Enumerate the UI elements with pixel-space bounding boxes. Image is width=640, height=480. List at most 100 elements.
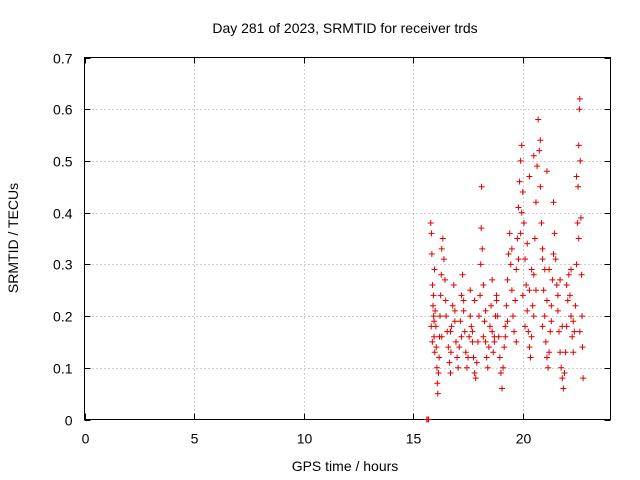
data-point <box>529 302 536 309</box>
data-point <box>514 235 521 242</box>
data-point <box>437 292 444 299</box>
data-point <box>461 328 468 335</box>
axis-ticks: 0 5 10 15 20 0 0.1 0.2 0.3 0.4 0.5 0.6 0.7 <box>53 51 611 447</box>
data-point <box>506 230 513 237</box>
data-point <box>433 344 440 351</box>
data-point <box>534 163 541 170</box>
data-point <box>572 302 579 309</box>
data-point <box>541 266 548 273</box>
data-point <box>573 173 580 180</box>
data-point <box>469 328 476 335</box>
data-point <box>527 354 534 361</box>
data-point <box>494 313 501 320</box>
data-point <box>469 338 476 345</box>
data-point <box>451 318 458 325</box>
data-point <box>577 157 584 164</box>
y-tick-label: 0.6 <box>53 102 73 118</box>
data-point <box>573 261 580 268</box>
data-point <box>508 287 515 294</box>
chart-title: Day 281 of 2023, SRMTID for receiver trd… <box>212 20 477 36</box>
data-point <box>430 313 437 320</box>
data-point <box>575 235 582 242</box>
data-point <box>504 318 511 325</box>
data-point <box>482 338 489 345</box>
plot-frame <box>84 57 611 420</box>
data-point <box>465 354 472 361</box>
data-point <box>468 323 475 330</box>
data-point <box>447 349 454 356</box>
data-point <box>549 276 556 283</box>
data-point <box>476 313 482 320</box>
data-point <box>489 328 496 335</box>
data-point <box>526 344 533 351</box>
data-point <box>528 266 535 273</box>
data-point <box>432 323 439 330</box>
data-point <box>522 256 529 263</box>
data-point <box>457 318 464 325</box>
data-point <box>517 230 524 237</box>
y-tick-label: 0.7 <box>53 51 73 67</box>
data-point <box>563 282 570 289</box>
data-point <box>471 369 478 376</box>
data-point <box>561 369 568 376</box>
data-point <box>518 209 525 216</box>
data-point <box>436 313 443 320</box>
data-point <box>568 313 575 320</box>
data-point <box>428 230 435 237</box>
data-point <box>499 385 506 392</box>
data-point <box>503 302 510 309</box>
data-point <box>557 276 564 283</box>
data-point <box>500 364 507 371</box>
data-point <box>438 271 445 278</box>
data-point <box>429 338 436 345</box>
data-point <box>564 297 571 304</box>
x-tick-label: 0 <box>82 431 90 447</box>
data-point <box>427 219 434 226</box>
data-point <box>541 313 548 320</box>
y-tick-label: 0 <box>65 413 73 429</box>
data-point <box>559 375 566 382</box>
data-point <box>466 333 473 340</box>
data-point <box>489 276 496 283</box>
data-point <box>515 256 522 263</box>
x-tick-label: 10 <box>297 431 313 447</box>
data-point <box>429 302 436 309</box>
data-point <box>460 307 467 314</box>
data-point <box>431 333 438 340</box>
data-point <box>542 338 549 345</box>
data-point <box>519 292 526 299</box>
data-point <box>522 323 529 330</box>
data-point <box>530 271 537 278</box>
data-point <box>511 328 518 335</box>
data-point <box>435 369 442 376</box>
data-point <box>569 333 576 340</box>
data-point <box>532 199 539 206</box>
data-point <box>531 235 538 242</box>
data-point <box>568 266 575 273</box>
data-point <box>570 349 577 356</box>
data-point <box>579 313 586 320</box>
data-point <box>447 328 454 335</box>
data-point <box>495 333 502 340</box>
data-point <box>548 302 555 309</box>
data-point <box>484 364 491 371</box>
data-point <box>543 354 550 361</box>
data-point <box>502 323 509 330</box>
data-point <box>517 157 524 164</box>
data-point <box>483 354 490 361</box>
data-point <box>456 344 463 351</box>
x-tick-label: 5 <box>191 431 199 447</box>
data-point <box>472 375 479 382</box>
y-tick-label: 0.2 <box>53 309 73 325</box>
data-point <box>463 364 470 371</box>
data-point <box>537 183 544 190</box>
data-point <box>507 261 514 268</box>
data-point <box>473 359 480 366</box>
y-tick-label: 0.1 <box>53 361 73 377</box>
data-point <box>480 333 487 340</box>
x-tick-label: 15 <box>406 431 422 447</box>
data-point <box>560 385 567 392</box>
data-point <box>451 307 458 314</box>
data-point <box>574 219 581 226</box>
data-point <box>432 307 439 314</box>
